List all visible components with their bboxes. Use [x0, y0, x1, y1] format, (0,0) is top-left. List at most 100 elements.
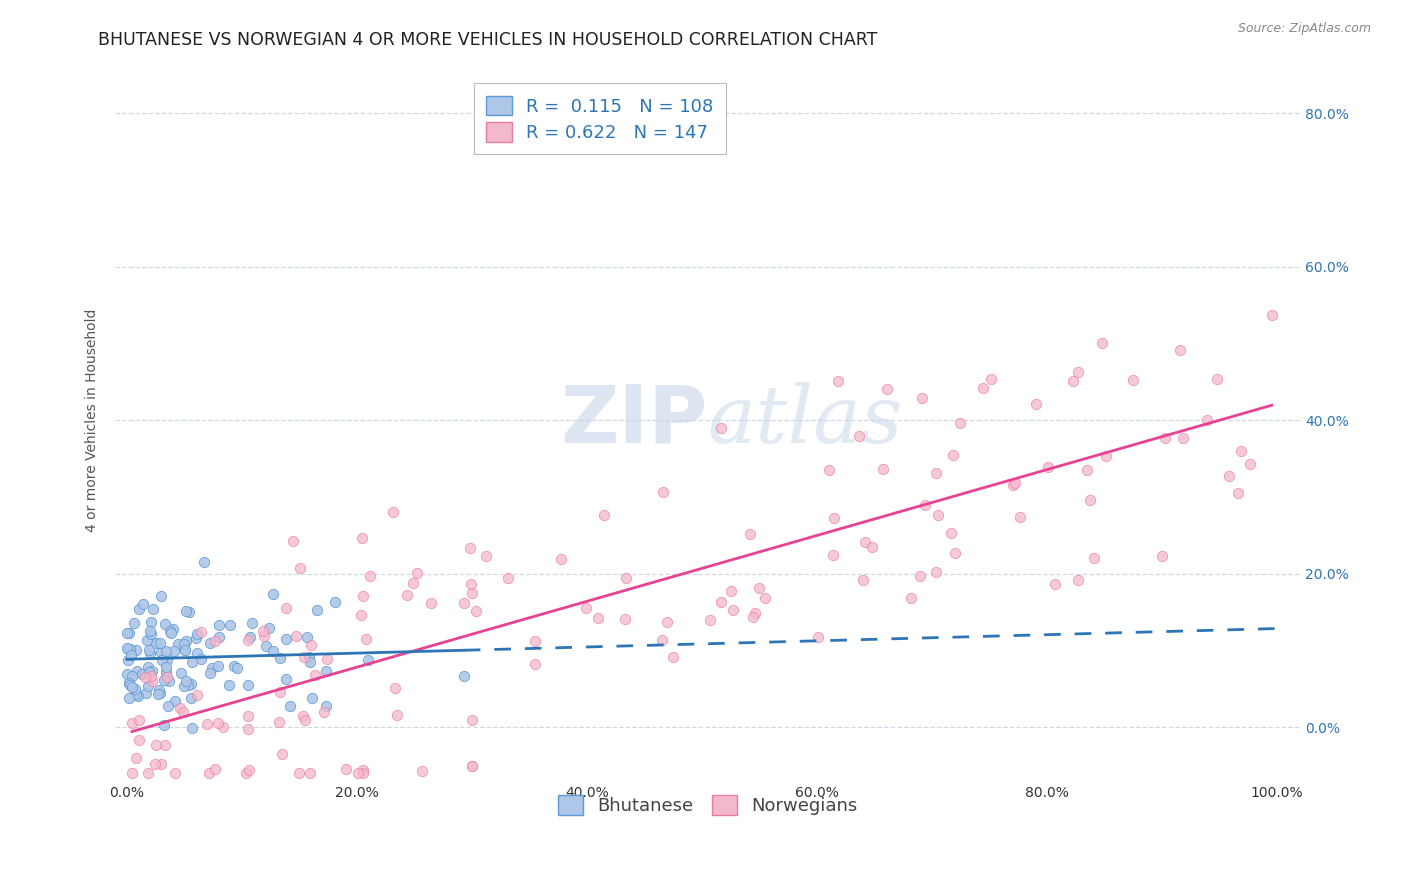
- Point: [305, 602, 328, 616]
- Point: [146, 687, 169, 701]
- Point: [1197, 413, 1219, 427]
- Point: [125, 751, 148, 765]
- Point: [162, 622, 184, 636]
- Point: [153, 617, 176, 632]
- Point: [125, 687, 148, 701]
- Point: [269, 651, 291, 665]
- Point: [186, 626, 208, 640]
- Point: [613, 612, 636, 626]
- Point: [218, 618, 240, 632]
- Point: [593, 508, 616, 522]
- Point: [453, 669, 475, 683]
- Point: [141, 615, 163, 630]
- Point: [145, 757, 167, 772]
- Text: atlas: atlas: [707, 382, 903, 459]
- Point: [139, 646, 162, 660]
- Point: [980, 372, 1002, 386]
- Point: [145, 738, 167, 752]
- Point: [195, 717, 218, 731]
- Point: [139, 668, 162, 682]
- Point: [148, 683, 170, 698]
- Point: [740, 527, 762, 541]
- Point: [124, 681, 146, 696]
- Point: [150, 756, 173, 771]
- Point: [200, 636, 222, 650]
- Point: [461, 758, 484, 772]
- Point: [155, 644, 177, 658]
- Point: [115, 641, 138, 656]
- Point: [157, 699, 180, 714]
- Point: [276, 672, 298, 686]
- Point: [876, 382, 898, 396]
- Point: [465, 603, 488, 617]
- Point: [721, 603, 744, 617]
- Point: [1083, 550, 1105, 565]
- Point: [1091, 335, 1114, 350]
- Point: [204, 762, 226, 776]
- Point: [236, 708, 259, 723]
- Point: [155, 670, 177, 684]
- Point: [274, 632, 297, 647]
- Point: [1239, 457, 1261, 471]
- Point: [169, 666, 191, 681]
- Point: [128, 713, 150, 727]
- Point: [160, 625, 183, 640]
- Point: [908, 569, 931, 583]
- Point: [180, 721, 202, 735]
- Point: [754, 591, 776, 605]
- Point: [1076, 463, 1098, 477]
- Point: [222, 658, 245, 673]
- Point: [1153, 431, 1175, 445]
- Point: [291, 708, 314, 723]
- Point: [720, 583, 742, 598]
- Point: [207, 716, 229, 731]
- Point: [350, 608, 373, 623]
- Point: [204, 634, 226, 648]
- Legend: Bhutanese, Norwegians: Bhutanese, Norwegians: [547, 785, 869, 826]
- Point: [384, 681, 406, 695]
- Point: [257, 621, 280, 635]
- Point: [900, 591, 922, 605]
- Point: [1218, 469, 1240, 483]
- Point: [180, 690, 202, 705]
- Point: [1008, 510, 1031, 524]
- Point: [177, 678, 200, 692]
- Point: [239, 630, 262, 644]
- Point: [285, 629, 308, 643]
- Point: [461, 759, 484, 773]
- Point: [295, 630, 318, 644]
- Point: [127, 689, 149, 703]
- Point: [141, 673, 163, 688]
- Point: [149, 636, 172, 650]
- Point: [174, 643, 197, 657]
- Point: [139, 627, 162, 641]
- Point: [236, 723, 259, 737]
- Point: [350, 531, 373, 545]
- Point: [807, 630, 830, 644]
- Point: [939, 525, 962, 540]
- Point: [848, 429, 870, 443]
- Point: [278, 699, 301, 714]
- Point: [253, 629, 276, 643]
- Point: [120, 648, 142, 662]
- Point: [208, 617, 231, 632]
- Point: [138, 642, 160, 657]
- Point: [614, 571, 637, 585]
- Point: [699, 613, 721, 627]
- Point: [316, 652, 339, 666]
- Point: [198, 766, 221, 780]
- Point: [352, 589, 374, 603]
- Point: [125, 642, 148, 657]
- Point: [354, 632, 377, 646]
- Point: [145, 636, 167, 650]
- Point: [131, 598, 153, 612]
- Point: [238, 764, 260, 778]
- Point: [136, 766, 159, 780]
- Point: [924, 565, 946, 579]
- Point: [1025, 397, 1047, 411]
- Point: [150, 653, 173, 667]
- Point: [352, 766, 374, 780]
- Point: [174, 634, 197, 648]
- Point: [461, 713, 484, 727]
- Point: [142, 602, 165, 616]
